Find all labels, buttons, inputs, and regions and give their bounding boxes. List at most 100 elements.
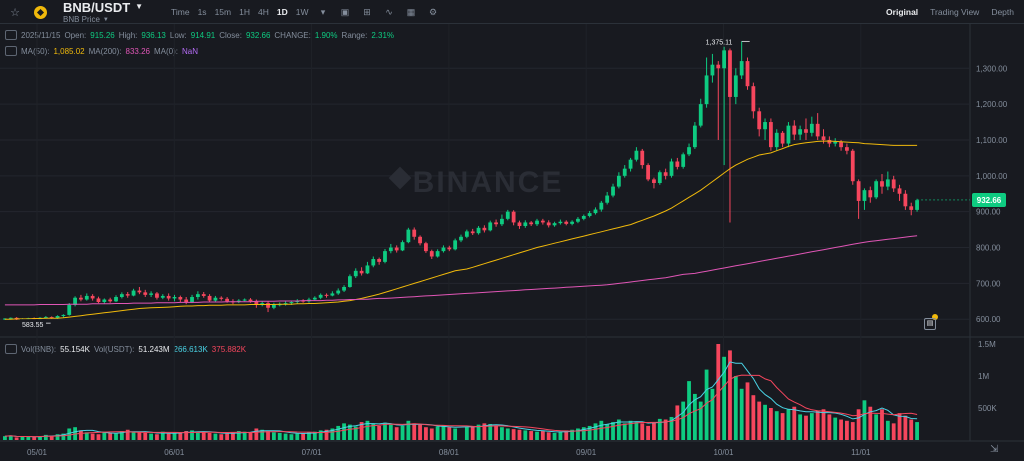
time-tick-label: 10/01 [713, 448, 734, 457]
candle-body [646, 165, 651, 180]
close-value: 932.66 [245, 30, 271, 40]
candle-body [119, 294, 124, 298]
volume-bar [160, 431, 165, 440]
volume-bar [763, 404, 767, 440]
candle-body [833, 141, 838, 144]
caret-down-icon[interactable]: ▼ [135, 2, 144, 11]
candle-body [827, 139, 832, 144]
volume-bar [897, 413, 902, 440]
time-tick-label: 11/01 [851, 448, 871, 457]
candle-body [424, 243, 428, 252]
settings-icon[interactable]: ⚙ [428, 6, 438, 17]
candle-body [628, 159, 633, 169]
candle-body [675, 161, 680, 167]
price-tick-label: 800.00 [976, 244, 1001, 253]
calendar-icon[interactable]: ▣ [340, 6, 350, 17]
volume-bar [67, 428, 72, 440]
volume-bar [353, 426, 358, 440]
volume-bar [804, 415, 808, 440]
indicator-icon[interactable]: ∿ [385, 6, 393, 17]
volume-bar [581, 427, 586, 440]
view-tab-depth[interactable]: Depth [991, 7, 1014, 17]
visibility-icon[interactable] [5, 30, 17, 40]
candle-body [195, 294, 200, 298]
volume-bar [219, 434, 224, 440]
chevron-down-icon[interactable]: ▼ [102, 16, 109, 23]
volume-bar [207, 432, 212, 440]
volume-bar [751, 395, 756, 440]
min-label-bg [20, 319, 46, 330]
high-value: 936.13 [141, 30, 166, 40]
candle-body [365, 265, 370, 274]
pair-subtitle[interactable]: BNB Price ▼ [63, 14, 143, 24]
candle-body [371, 259, 376, 266]
volume-bar [622, 423, 627, 440]
volume-bar [722, 356, 727, 440]
candle-body [400, 242, 405, 251]
candle-body [722, 50, 727, 69]
view-tabs: Original Trading View Depth [874, 0, 1014, 24]
volume-bar [38, 436, 42, 440]
volume-bar [558, 431, 563, 440]
candle-body [488, 222, 493, 231]
candle-body [348, 276, 352, 287]
candle-body [850, 150, 855, 182]
timeframe-time[interactable]: Time [171, 7, 190, 17]
volume-bar [418, 424, 422, 440]
volume-bar [324, 429, 329, 440]
volume-bar [634, 422, 639, 440]
pair-title[interactable]: BNB/USDT ▼ [63, 1, 143, 14]
candle-body [441, 247, 446, 252]
pair-block[interactable]: BNB/USDT ▼ BNB Price ▼ [63, 1, 143, 24]
volume-bar [540, 431, 545, 440]
candle-body [190, 297, 194, 303]
visibility-icon[interactable] [5, 46, 17, 56]
candle-body [61, 314, 66, 317]
candle-body [73, 297, 77, 305]
visibility-icon[interactable] [5, 344, 17, 354]
candle-body [616, 175, 621, 187]
timeframe-1w[interactable]: 1W [295, 7, 309, 17]
candle-body [8, 317, 13, 319]
ohlc-legend: 2025/11/15 Open: 915.26 High: 936.13 Low: 9… [5, 30, 398, 40]
volume-bar [32, 437, 37, 440]
price-tick-label: 600.00 [976, 315, 1001, 324]
volume-bar [874, 414, 879, 440]
volume-bar [646, 425, 651, 440]
star-icon[interactable]: ☆ [10, 6, 20, 19]
scale-icon[interactable]: ⇲ [990, 444, 999, 455]
candle-body [219, 297, 224, 299]
volume-bar [839, 419, 843, 440]
candle-body [359, 270, 364, 274]
volume-bar [8, 435, 13, 440]
timeframe-1s[interactable]: 1s [197, 7, 207, 17]
timeframe-4h[interactable]: 4H [257, 7, 269, 17]
view-tab-original[interactable]: Original [886, 7, 919, 17]
volume-bar [225, 433, 230, 440]
candle-body [67, 304, 72, 315]
replay-icon[interactable]: ▤ [924, 318, 936, 330]
view-tab-trading-view[interactable]: Trading View [930, 7, 980, 17]
volume-bar [166, 433, 171, 440]
pair-selector[interactable]: ☆ BNB/USDT ▼ BNB Price ▼ [0, 0, 143, 24]
candle-body [383, 251, 387, 262]
chevron-down-icon[interactable]: ▾ [320, 6, 326, 17]
candle-body [43, 317, 48, 319]
timeframe-1d[interactable]: 1D [276, 7, 288, 17]
volume-bar [43, 434, 48, 440]
volume-bar [704, 369, 709, 440]
candle-body [839, 141, 843, 148]
candle-body [576, 218, 580, 222]
volume-bar [96, 434, 101, 440]
layout-icon[interactable]: ▦ [406, 6, 416, 17]
pair-subtitle-text: BNB Price [63, 14, 100, 24]
volume-bar [394, 427, 399, 440]
volume-bar [20, 436, 25, 440]
candles-icon[interactable]: ⊞ [363, 6, 371, 17]
candle-body [704, 75, 709, 105]
candle-body [213, 297, 218, 301]
timeframe-15m[interactable]: 15m [214, 7, 232, 17]
timeframe-1h[interactable]: 1H [239, 7, 250, 17]
vol-usdt-value: 51.243M [138, 344, 170, 354]
